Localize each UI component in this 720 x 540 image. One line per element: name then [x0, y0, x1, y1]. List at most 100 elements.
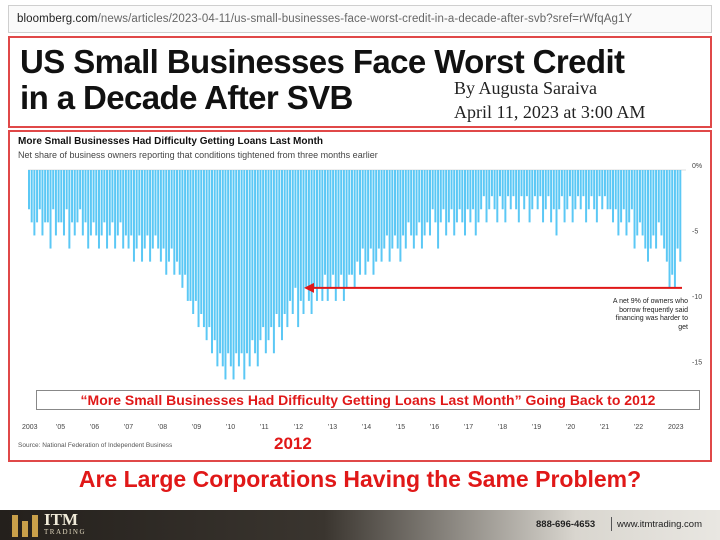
logo-text: ITM	[44, 510, 78, 529]
chart-bar	[116, 170, 119, 236]
y-tick-label: -5	[692, 228, 698, 235]
chart-bar	[544, 170, 547, 210]
footer-phone: 888-696-4653	[536, 519, 596, 530]
chart-bar	[501, 170, 504, 210]
chart-bar	[359, 170, 362, 275]
chart-bar	[517, 170, 520, 223]
chart-bar	[388, 170, 391, 262]
chart-bar	[146, 170, 149, 236]
chart-bar	[665, 170, 668, 262]
chart-bar	[44, 170, 47, 223]
chart-bar	[200, 170, 203, 314]
arrow-head-icon	[304, 282, 314, 293]
chart-bar	[531, 170, 534, 210]
chart-bar	[679, 170, 682, 262]
chart-bar	[213, 170, 216, 341]
chart-bar	[450, 170, 453, 210]
chart-bar	[657, 170, 660, 223]
chart-bar	[617, 170, 620, 236]
chart-bar	[41, 170, 44, 236]
chart-bar	[429, 170, 431, 236]
footer-website[interactable]: www.itmtrading.com	[617, 519, 702, 530]
chart-bar	[283, 170, 286, 314]
chart-bar	[415, 170, 418, 236]
chart-bar	[385, 170, 388, 236]
chart-panel: More Small Businesses Had Difficulty Get…	[8, 130, 712, 462]
chart-bar	[178, 170, 181, 275]
chart-bar	[461, 170, 464, 223]
caption-box: “More Small Businesses Had Difficulty Ge…	[36, 390, 700, 410]
chart-bar	[318, 170, 321, 288]
chart-bar	[641, 170, 644, 236]
chart-bar	[612, 170, 615, 223]
chart-bar	[523, 170, 526, 210]
chart-bar	[673, 170, 676, 288]
chart-bar	[525, 170, 528, 197]
chart-bar	[563, 170, 566, 223]
chart-bar	[186, 170, 189, 301]
chart-bar	[515, 170, 518, 210]
x-tick-label: '16	[430, 424, 439, 431]
chart-bar	[100, 170, 103, 236]
chart-bar	[197, 170, 200, 328]
chart-bar	[587, 170, 590, 210]
chart-bar	[119, 170, 122, 223]
chart-bar	[62, 170, 65, 236]
chart-bar	[469, 170, 472, 223]
chart-bar	[224, 170, 227, 380]
chart-bar	[189, 170, 192, 301]
x-tick-label: '12	[294, 424, 303, 431]
chart-bar	[547, 170, 550, 197]
chart-bar	[477, 170, 480, 223]
chart-bar	[493, 170, 496, 210]
chart-bar	[504, 170, 507, 223]
chart-bar	[326, 170, 329, 301]
x-tick-label: '14	[362, 424, 371, 431]
x-tick-label: '20	[566, 424, 575, 431]
byline: By Augusta Saraiva	[454, 78, 597, 98]
chart-bar	[211, 170, 213, 354]
chart-bar	[375, 170, 378, 262]
chart-bar	[65, 170, 68, 210]
chart-bar	[28, 170, 30, 210]
chart-bar	[167, 170, 170, 262]
chart-bar	[73, 170, 76, 236]
chart-bar	[345, 170, 348, 288]
chart-bar	[184, 170, 187, 275]
chart-bar	[353, 170, 356, 288]
chart-bar	[574, 170, 577, 210]
chart-bar	[410, 170, 413, 236]
chart-bar	[466, 170, 469, 210]
chart-bar	[507, 170, 510, 197]
chart-bar	[84, 170, 87, 223]
chart-bar	[132, 170, 135, 262]
chart-bar	[79, 170, 82, 210]
url-text: bloomberg.com/news/articles/2023-04-11/u…	[17, 13, 633, 25]
chart-bar	[232, 170, 235, 380]
chart-bar	[149, 170, 152, 262]
chart-bar	[625, 170, 628, 236]
chart-bar	[122, 170, 125, 249]
headline-line-1: US Small Businesses Face Worst Credit	[20, 43, 625, 80]
x-tick-label: '10	[226, 424, 235, 431]
chart-bar	[205, 170, 208, 341]
chart-bar	[54, 170, 57, 236]
x-tick-label: '07	[124, 424, 133, 431]
x-tick-label: '19	[532, 424, 541, 431]
chart-bar	[423, 170, 426, 236]
chart-bar	[272, 170, 275, 354]
chart-bar	[431, 170, 434, 210]
chart-bar	[38, 170, 41, 210]
chart-bar	[480, 170, 483, 210]
chart-bar	[87, 170, 90, 249]
chart-bar	[361, 170, 364, 249]
x-tick-label: '15	[396, 424, 405, 431]
year-callout: 2012	[274, 434, 312, 453]
chart-bar	[585, 170, 588, 223]
chart-bar	[278, 170, 281, 328]
chart-bar	[294, 170, 297, 288]
chart-bar	[447, 170, 450, 223]
chart-bar	[609, 170, 612, 210]
address-bar[interactable]: bloomberg.com/news/articles/2023-04-11/u…	[8, 5, 712, 33]
chart-bar	[474, 170, 477, 236]
